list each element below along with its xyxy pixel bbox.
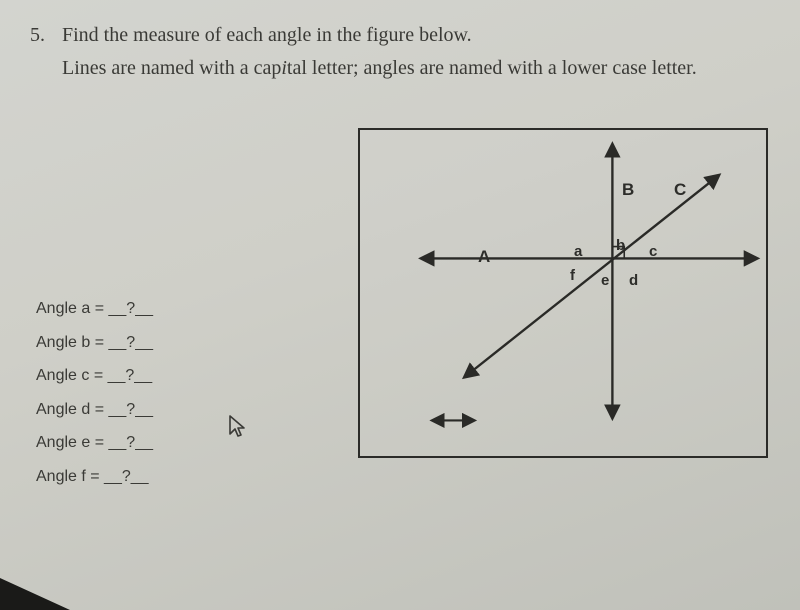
photo-corner-shadow	[0, 578, 70, 610]
label-d: d	[629, 272, 638, 289]
answer-f: Angle f = __?__	[36, 460, 153, 494]
answer-d: Angle d = __?__	[36, 393, 153, 427]
answer-e: Angle e = __?__	[36, 426, 153, 460]
label-C: C	[674, 180, 686, 200]
label-f: f	[570, 267, 575, 284]
label-A: A	[478, 247, 490, 267]
question-line-1: 5. Find the measure of each angle in the…	[30, 24, 764, 47]
answer-b: Angle b = __?__	[36, 326, 153, 360]
question-number: 5.	[30, 24, 52, 47]
label-c: c	[649, 243, 657, 260]
label-a: a	[574, 243, 582, 260]
worksheet-page: 5. Find the measure of each angle in the…	[0, 0, 800, 610]
figure-container: A B C a b c d e f	[358, 128, 768, 458]
question-line-2: Lines are named with a capital letter; a…	[62, 57, 764, 80]
label-B: B	[622, 180, 634, 200]
answer-blanks: Angle a = __?__ Angle b = __?__ Angle c …	[36, 292, 153, 494]
answer-c: Angle c = __?__	[36, 359, 153, 393]
label-e: e	[601, 272, 609, 289]
figure-svg	[360, 130, 766, 456]
label-b: b	[616, 237, 625, 254]
answer-a: Angle a = __?__	[36, 292, 153, 326]
line-C	[467, 177, 716, 375]
question-prompt-1: Find the measure of each angle in the fi…	[62, 24, 472, 47]
